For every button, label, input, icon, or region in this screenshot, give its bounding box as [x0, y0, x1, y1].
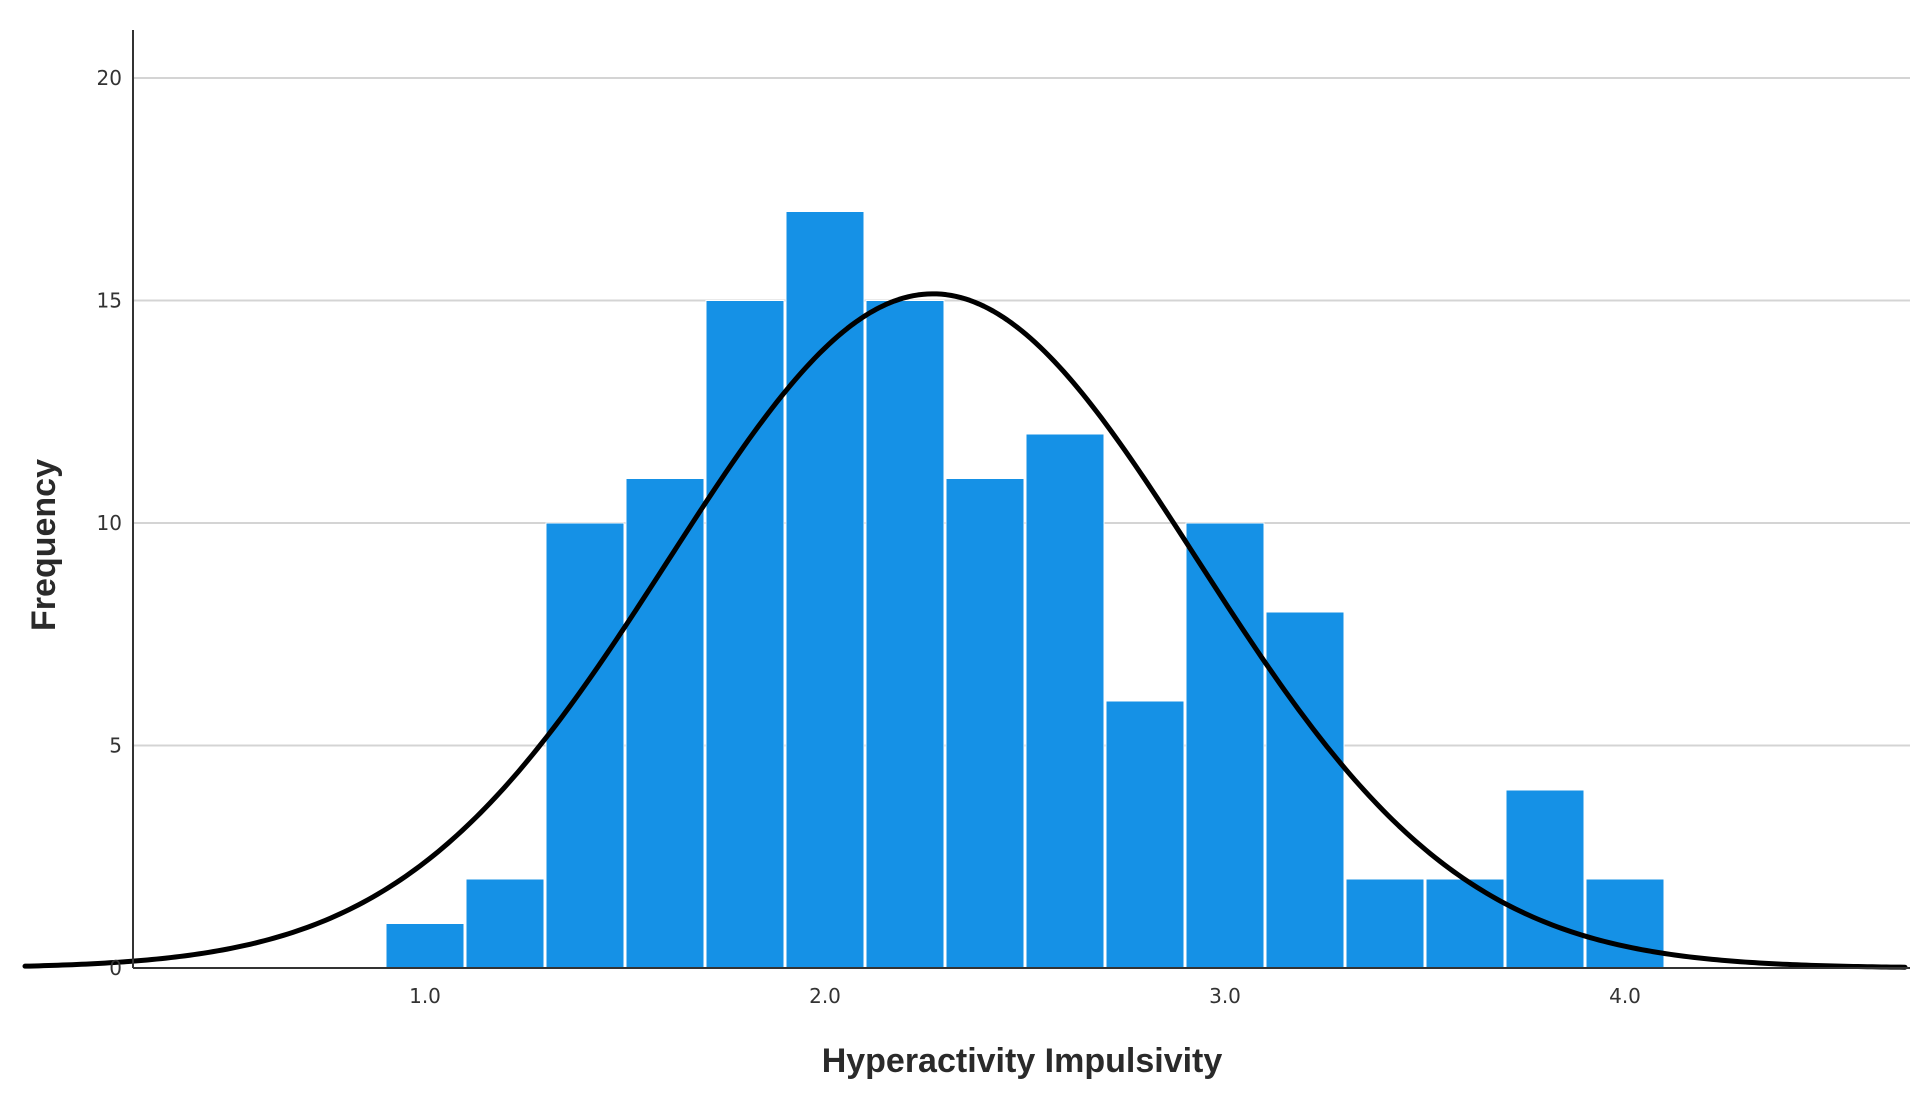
normal-curve: [22, 291, 1908, 970]
normal-curve-layer: [22, 291, 1908, 970]
histogram-bar-4: [625, 478, 705, 969]
histogram-bar-15: [1505, 789, 1585, 969]
histogram-bar-6: [785, 211, 865, 969]
y-axis-title: Frequency: [25, 459, 63, 631]
histogram-bar-8: [945, 478, 1025, 969]
y-tick-label-20: 20: [97, 66, 122, 90]
histogram-bar-1: [385, 923, 465, 969]
histogram-bar-2: [465, 878, 545, 969]
histogram-bars: [385, 211, 1665, 969]
histogram-bar-7: [865, 300, 945, 969]
y-tick-label-15: 15: [97, 289, 122, 313]
x-tick-label-2.0: 2.0: [809, 984, 841, 1008]
x-tick-label-1.0: 1.0: [409, 984, 441, 1008]
axes: [132, 30, 1910, 969]
y-tick-label-5: 5: [109, 734, 122, 758]
y-tick-label-10: 10: [97, 511, 122, 535]
y-tick-label-0: 0: [109, 956, 122, 980]
x-axis-title: Hyperactivity Impulsivity: [822, 1042, 1223, 1080]
x-tick-label-3.0: 3.0: [1209, 984, 1241, 1008]
x-tick-label-4.0: 4.0: [1609, 984, 1641, 1008]
tick-labels: 0 5 10 15 20 1.0 2.0 3.0 4.0: [97, 66, 1641, 1008]
histogram-bar-9: [1025, 433, 1105, 969]
histogram-bar-5: [705, 300, 785, 969]
histogram-bar-14: [1425, 878, 1505, 969]
histogram-bar-10: [1105, 700, 1185, 969]
histogram-bar-3: [545, 522, 625, 969]
histogram-bar-11: [1185, 522, 1265, 969]
histogram-bar-13: [1345, 878, 1425, 969]
histogram-bar-12: [1265, 611, 1345, 969]
histogram-bar-16: [1585, 878, 1665, 969]
